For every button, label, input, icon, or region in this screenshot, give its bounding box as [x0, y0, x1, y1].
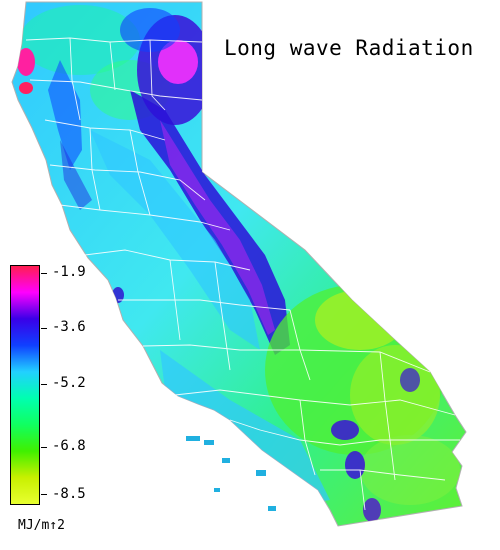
map-title: Long wave Radiation [224, 36, 474, 60]
legend-tick [41, 273, 47, 274]
color-legend: -1.9 -3.6 -5.2 -6.8 -8.5 MJ/m↑2 [8, 262, 108, 542]
legend-tick-label: -1.9 [52, 264, 86, 280]
legend-tick-label: -5.2 [52, 375, 86, 391]
legend-tick [41, 384, 47, 385]
legend-units: MJ/m↑2 [18, 518, 65, 533]
legend-tick-label: -6.8 [52, 438, 86, 454]
legend-tick [41, 494, 47, 495]
legend-tick-label: -8.5 [52, 486, 86, 502]
legend-tick [41, 328, 47, 329]
legend-tick [41, 447, 47, 448]
legend-tick-label: -3.6 [52, 319, 86, 335]
channel-islands [186, 436, 276, 511]
legend-color-bar [10, 265, 40, 505]
county-borders [25, 37, 460, 511]
